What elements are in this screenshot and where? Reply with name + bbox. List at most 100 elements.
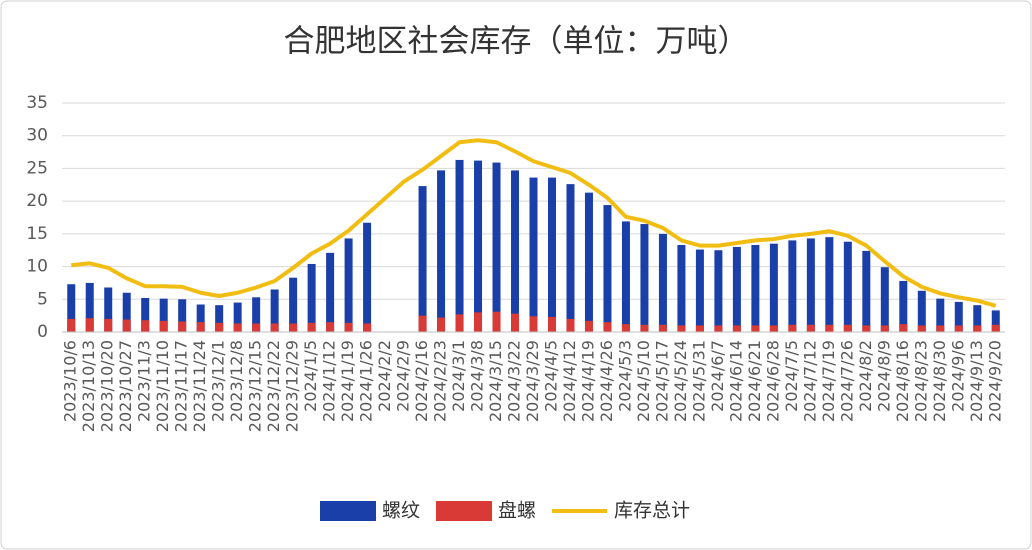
x-tick-label: 2023/12/8 [227,340,246,422]
bar [67,284,76,332]
bar [732,325,741,332]
x-tick-label: 2024/2/16 [412,340,431,422]
bar [788,324,797,332]
bar [289,323,298,332]
bar [141,320,150,332]
bar [196,322,205,332]
bar [640,224,649,332]
bar [899,324,908,332]
bar [344,238,353,332]
bar [843,241,852,332]
bar [788,240,797,332]
bar [141,297,150,332]
bar [326,322,335,332]
legend-swatch [436,501,493,521]
bar [529,316,538,332]
x-tick-label: 2024/3/22 [505,340,524,422]
x-tick-label: 2023/11/10 [153,340,172,432]
bar [936,325,945,332]
bar [529,177,538,332]
x-tick-label: 2023/11/3 [135,340,154,422]
x-tick-label: 2024/8/2 [856,340,875,412]
bar [695,249,704,332]
x-tick-label: 2024/7/12 [800,340,819,422]
x-tick-label: 2024/8/30 [930,340,949,422]
bar [252,323,261,332]
bar [603,205,612,332]
legend-label: 盘螺 [498,500,536,522]
bar [178,299,187,332]
bar [658,233,667,332]
bar [695,325,704,332]
bar [732,246,741,332]
bar [363,222,372,332]
bar [991,310,1000,332]
x-tick-label: 2024/3/15 [486,340,505,422]
y-tick-label: 5 [37,289,48,309]
bar [363,323,372,332]
x-tick-label: 2024/5/17 [652,340,671,422]
y-tick-label: 15 [26,224,48,244]
x-tick-label: 2023/11/24 [190,340,209,432]
x-tick-label: 2023/10/6 [61,340,80,422]
bar [862,250,871,332]
x-tick-label: 2024/9/6 [948,340,967,412]
bar [621,324,630,332]
x-tick-label: 2023/12/22 [264,340,283,432]
y-tick-label: 35 [26,93,48,113]
x-tick-label: 2024/3/29 [523,340,542,422]
y-tick-label: 20 [26,191,48,211]
x-tick-label: 2024/1/19 [338,340,357,422]
bar [973,305,982,332]
bar [511,170,520,332]
x-tick-label: 2024/4/19 [578,340,597,422]
x-tick-label: 2024/2/2 [375,340,394,412]
bar [806,324,815,332]
bar [547,316,556,332]
bar [437,170,446,332]
bar [270,323,279,332]
legend-label: 螺纹 [382,500,420,522]
bar [806,238,815,332]
bar [954,301,963,332]
x-tick-label: 2024/5/24 [671,340,690,422]
bar [511,313,520,332]
bar [714,250,723,332]
y-tick-label: 25 [26,158,48,178]
x-tick-label: 2024/8/23 [911,340,930,422]
bar [104,318,113,332]
bar [603,322,612,332]
bar [270,289,279,332]
x-tick-label: 2024/5/31 [689,340,708,422]
bar [677,244,686,332]
bar [917,290,926,332]
bar [104,287,113,332]
legend-label: 库存总计 [614,500,690,522]
bar [547,177,556,332]
bar [474,160,483,332]
bar [85,318,94,332]
bar [233,302,242,332]
x-tick-label: 2024/6/14 [726,340,745,422]
bar [936,298,945,332]
bar [825,237,834,332]
bar [455,314,464,332]
x-tick-label: 2024/5/3 [615,340,634,412]
bar [492,311,501,332]
bar [658,324,667,332]
x-tick-label: 2024/8/16 [893,340,912,422]
y-tick-label: 30 [26,126,48,146]
bar [307,263,316,332]
bar [991,324,1000,332]
bar [418,186,427,332]
bar [233,323,242,332]
bar [196,304,205,332]
bar [677,325,686,332]
bar [122,319,131,332]
x-tick-label: 2024/2/9 [394,340,413,412]
bar [880,267,889,332]
bar [899,280,908,332]
bar [751,325,760,332]
y-tick-label: 10 [26,257,48,277]
